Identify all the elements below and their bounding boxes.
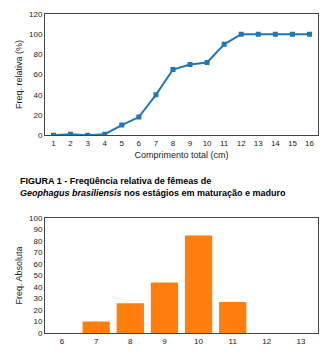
svg-text:100: 100 bbox=[29, 214, 43, 223]
svg-text:8: 8 bbox=[128, 337, 133, 346]
svg-text:15: 15 bbox=[288, 139, 297, 148]
svg-text:40: 40 bbox=[33, 91, 42, 100]
svg-text:90: 90 bbox=[33, 225, 42, 234]
svg-text:10: 10 bbox=[33, 317, 42, 326]
svg-text:30: 30 bbox=[33, 294, 42, 303]
svg-text:11: 11 bbox=[220, 139, 229, 148]
svg-text:40: 40 bbox=[33, 283, 42, 292]
svg-text:12: 12 bbox=[237, 139, 246, 148]
svg-text:Freq. Absoluta: Freq. Absoluta bbox=[14, 247, 24, 305]
svg-text:13: 13 bbox=[296, 337, 305, 346]
svg-text:50: 50 bbox=[33, 271, 42, 280]
svg-text:120: 120 bbox=[29, 10, 43, 19]
svg-text:FIGURA 1 - Freqüência relativa: FIGURA 1 - Freqüência relativa de fêmeas… bbox=[20, 176, 286, 198]
svg-text:10: 10 bbox=[194, 337, 203, 346]
svg-text:6: 6 bbox=[137, 139, 142, 148]
svg-text:1: 1 bbox=[51, 139, 56, 148]
svg-text:20: 20 bbox=[33, 306, 42, 315]
svg-text:3: 3 bbox=[85, 139, 90, 148]
svg-text:16: 16 bbox=[305, 139, 314, 148]
svg-text:5: 5 bbox=[120, 139, 125, 148]
svg-text:7: 7 bbox=[154, 139, 159, 148]
svg-text:Comprimento total (cm): Comprimento total (cm) bbox=[134, 150, 228, 160]
svg-text:14: 14 bbox=[271, 139, 280, 148]
svg-text:6: 6 bbox=[60, 337, 65, 346]
svg-text:2: 2 bbox=[68, 139, 73, 148]
svg-text:60: 60 bbox=[33, 70, 42, 79]
svg-text:60: 60 bbox=[33, 260, 42, 269]
svg-text:0: 0 bbox=[38, 131, 43, 140]
svg-text:0: 0 bbox=[38, 329, 43, 338]
svg-text:20: 20 bbox=[33, 111, 42, 120]
svg-text:Freq. relativa (%): Freq. relativa (%) bbox=[14, 40, 24, 109]
svg-text:10: 10 bbox=[203, 139, 212, 148]
svg-text:13: 13 bbox=[254, 139, 263, 148]
svg-text:12: 12 bbox=[262, 337, 271, 346]
svg-text:80: 80 bbox=[33, 50, 42, 59]
svg-text:7: 7 bbox=[94, 337, 99, 346]
svg-text:4: 4 bbox=[102, 139, 107, 148]
svg-text:9: 9 bbox=[162, 337, 167, 346]
svg-text:80: 80 bbox=[33, 237, 42, 246]
svg-text:11: 11 bbox=[229, 337, 238, 346]
svg-text:9: 9 bbox=[188, 139, 193, 148]
svg-text:8: 8 bbox=[171, 139, 176, 148]
svg-text:70: 70 bbox=[33, 248, 42, 257]
svg-text:100: 100 bbox=[29, 30, 43, 39]
